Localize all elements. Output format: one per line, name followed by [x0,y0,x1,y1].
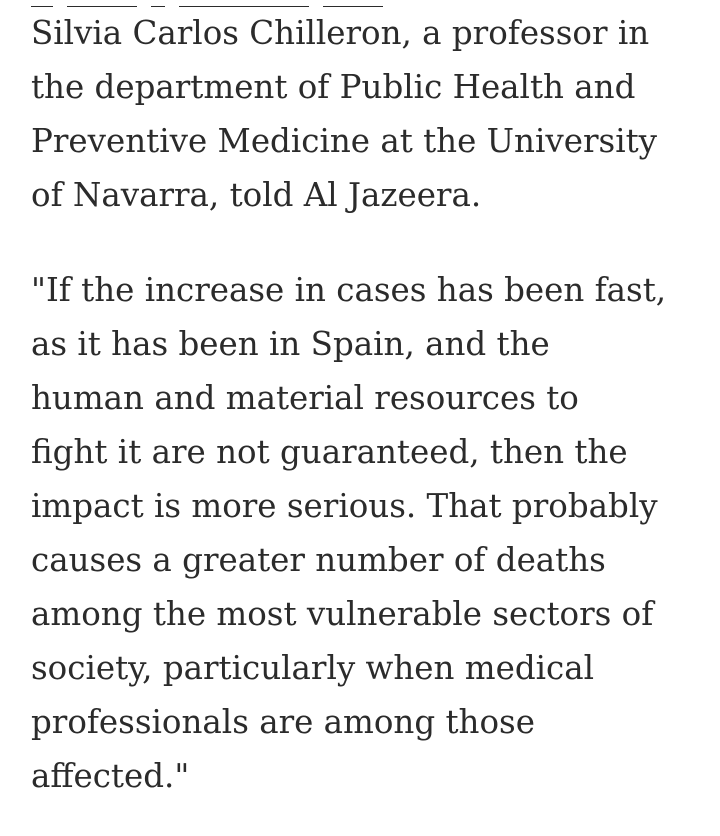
text-line: among the most vulnerable sectors of [31,595,654,633]
text-line: fight it are not guaranteed, then the [31,433,628,471]
text-line: as it has been in Spain, and the [31,325,550,363]
text-line: impact is more serious. That probably [31,487,658,525]
text-line: of Navarra, told Al Jazeera. [31,176,482,214]
clipped-previous-line [31,0,531,7]
text-line: society, particularly when medical [31,649,595,687]
text-line: "If the increase in cases has been fast, [31,271,667,309]
text-line: affected." [31,757,190,795]
paragraph-attribution: Silvia Carlos Chilleron, a professor in … [31,6,657,222]
text-line: human and material resources to [31,379,579,417]
text-line: the department of Public Health and [31,68,636,106]
text-line: professionals are among those [31,703,535,741]
paragraph-quote: "If the increase in cases has been fast,… [31,263,666,803]
text-line: Silvia Carlos Chilleron, a professor in [31,14,650,52]
text-line: Preventive Medicine at the University [31,122,658,160]
text-line: causes a greater number of deaths [31,541,606,579]
